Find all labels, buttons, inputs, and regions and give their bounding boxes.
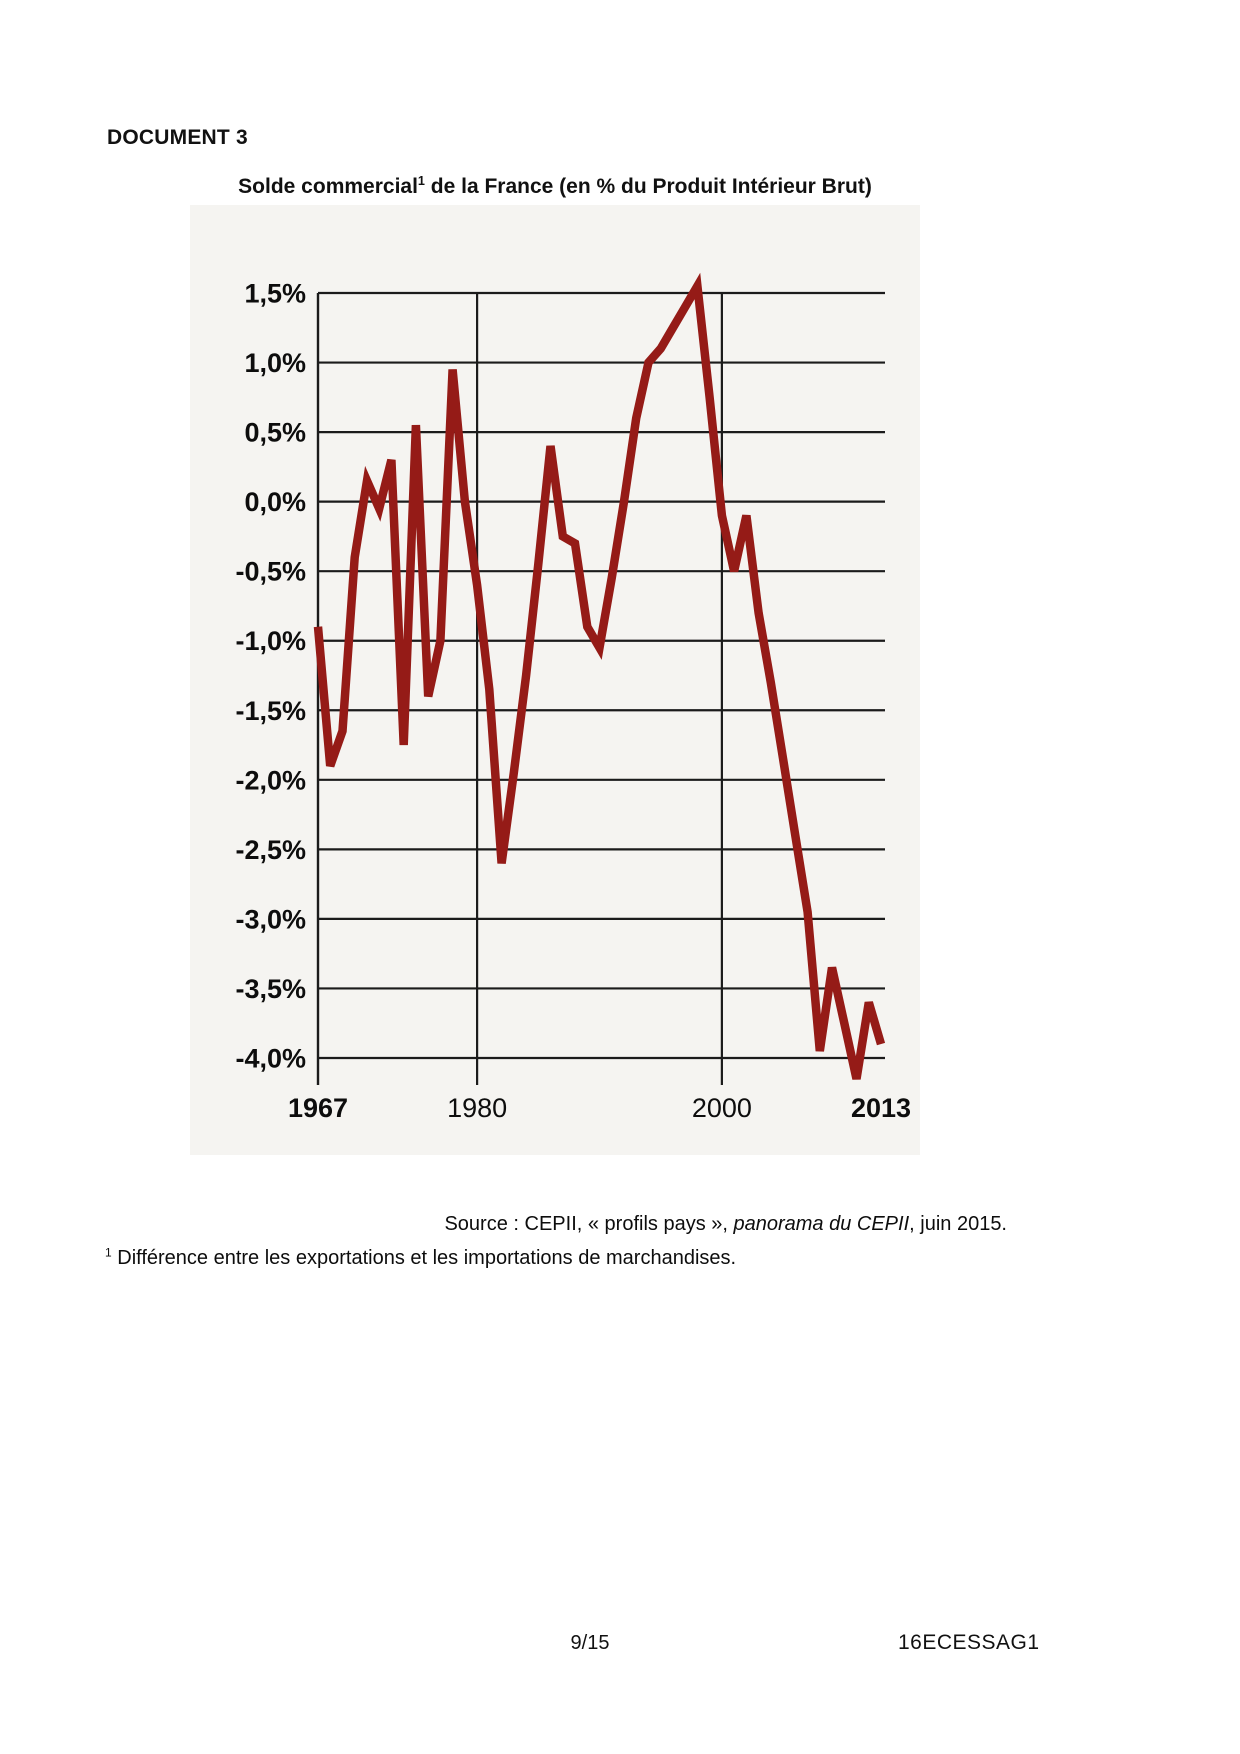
y-axis-tick-label: -0,5%: [235, 557, 306, 587]
chart-title-rest: de la France (en % du Produit Intérieur …: [424, 175, 872, 198]
trade-balance-line-chart: 1,5% 1,0% 0,5% 0,0% -0,5% -1,0% -1,5% -2,0% -2,5…: [190, 205, 920, 1155]
footnote: 1 Différence entre les exportations et l…: [105, 1245, 737, 1270]
page-number: 9/15: [570, 1632, 610, 1654]
y-axis-tick-label: -1,0%: [235, 626, 306, 656]
data-line-series: [313, 272, 886, 1080]
source-prefix: Source : CEPII, « profils pays »,: [444, 1213, 734, 1235]
footnote-ref: 1: [105, 1245, 112, 1260]
document-header: DOCUMENT 3: [107, 126, 248, 149]
y-axis-tick-label: -4,0%: [235, 1043, 306, 1073]
chart-title-main: Solde commercial: [238, 175, 418, 198]
y-axis-tick-label: -2,0%: [235, 765, 306, 795]
source-publication: panorama du CEPII: [733, 1213, 910, 1235]
y-axis-tick-label: 0,0%: [244, 487, 306, 517]
x-axis-tick-label: 1967: [288, 1093, 348, 1123]
x-axis-tick-label: 2013: [851, 1093, 911, 1123]
y-axis-tick-label: -3,0%: [235, 904, 306, 934]
y-axis-tick-label: -2,5%: [235, 835, 306, 865]
x-axis-tick-label: 1980: [447, 1093, 507, 1123]
y-axis-tick-label: 1,0%: [244, 348, 306, 378]
y-axis-tick-label: 1,5%: [244, 279, 306, 309]
source-suffix: , juin 2015.: [909, 1213, 1007, 1235]
source-caption: Source : CEPII, « profils pays », panora…: [444, 1213, 1007, 1236]
chart-title-footnote-ref: 1: [417, 174, 425, 188]
chart-title: Solde commercial1 de la France (en % du …: [190, 175, 920, 199]
y-axis-tick-label: -1,5%: [235, 696, 306, 726]
y-axis-tick-label: 0,5%: [244, 418, 306, 448]
x-axis-tick-label: 2000: [692, 1093, 752, 1123]
y-axis-tick-label: -3,5%: [235, 974, 306, 1004]
exam-code: 16ECESSAG1: [898, 1631, 1040, 1654]
chart-figure: 1,5% 1,0% 0,5% 0,0% -0,5% -1,0% -1,5% -2,0% -2,5…: [190, 205, 920, 1155]
footnote-text: Différence entre les exportations et les…: [111, 1247, 737, 1269]
